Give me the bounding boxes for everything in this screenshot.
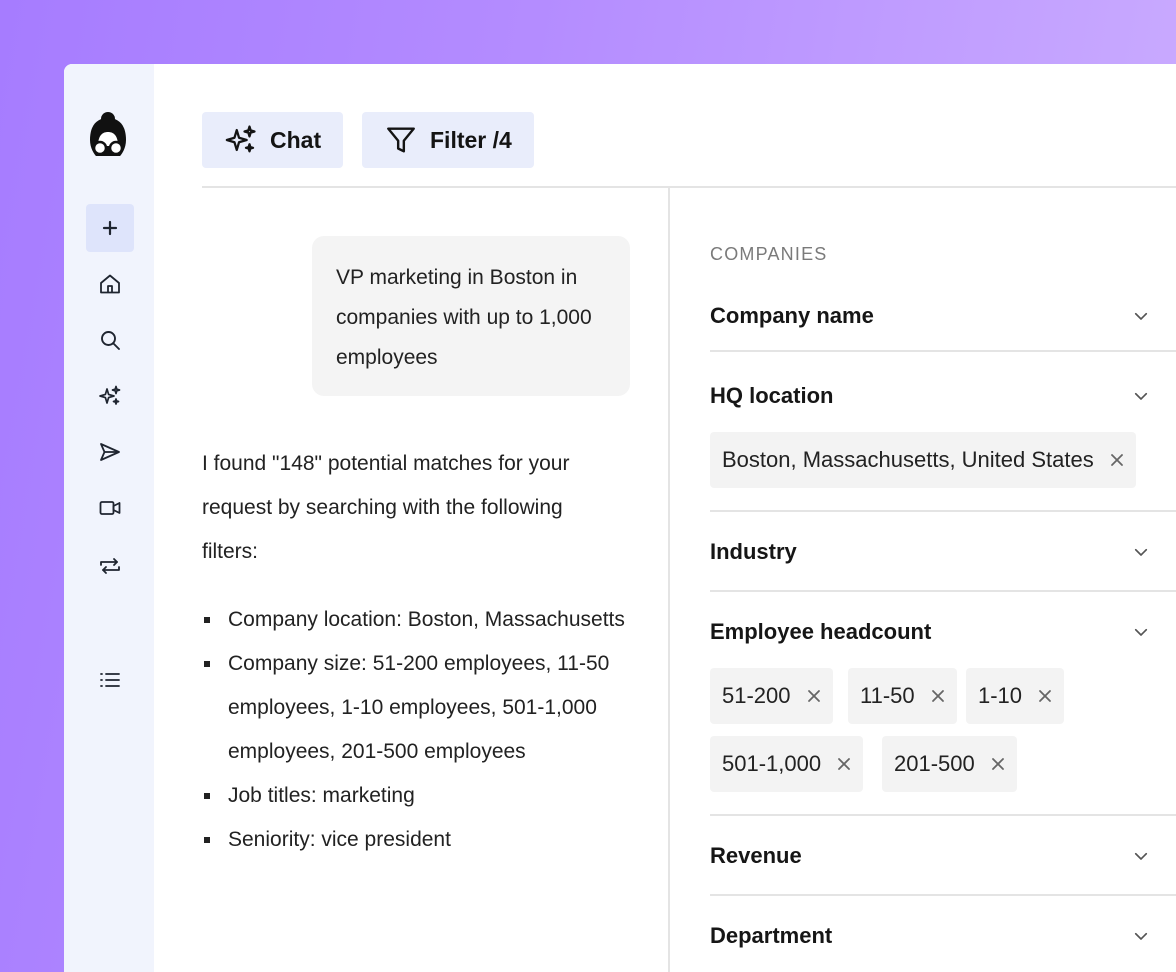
chip-label: 1-10 xyxy=(978,683,1023,708)
app-window: Chat Filter /4 VP marketing in Boston in… xyxy=(64,64,1176,972)
filter-label: Revenue xyxy=(710,843,802,868)
chip-label: 201-500 xyxy=(894,751,975,776)
headcount-chip[interactable]: 1-10 xyxy=(966,668,1065,724)
sequence-button[interactable] xyxy=(86,542,134,590)
divider xyxy=(710,510,1176,512)
chevron-down-icon xyxy=(1134,852,1148,860)
chevron-down-icon xyxy=(1134,628,1148,636)
filter-label: HQ location xyxy=(710,383,834,408)
chevron-down-icon xyxy=(1134,312,1148,320)
list-item: Company location: Boston, Massachusetts xyxy=(202,598,642,642)
chat-button-label: Chat xyxy=(270,126,322,153)
filter-employee-headcount[interactable]: Employee headcount xyxy=(710,612,1176,652)
send-icon xyxy=(100,443,120,461)
list-icon xyxy=(100,673,120,687)
chevron-down-icon xyxy=(1134,548,1148,556)
headcount-chip[interactable]: 501-1,000 xyxy=(710,736,864,792)
search-icon xyxy=(101,331,120,350)
home-button[interactable] xyxy=(86,260,134,308)
filter-icon xyxy=(387,127,415,153)
close-icon[interactable] xyxy=(837,757,851,771)
sidebar xyxy=(64,64,154,972)
video-icon xyxy=(99,501,121,515)
filter-label: Industry xyxy=(710,539,797,564)
filter-button-label: Filter /4 xyxy=(430,126,512,153)
chip-label: 11-50 xyxy=(860,683,915,708)
close-icon[interactable] xyxy=(1038,689,1052,703)
divider xyxy=(710,894,1176,896)
home-icon xyxy=(100,274,120,294)
filter-revenue[interactable]: Revenue xyxy=(710,836,1176,876)
chevron-down-icon xyxy=(1134,392,1148,400)
divider xyxy=(202,186,1176,188)
filter-button[interactable]: Filter /4 xyxy=(362,112,534,168)
video-button[interactable] xyxy=(86,484,134,532)
chip-label: 501-1,000 xyxy=(722,751,822,776)
filter-label: Department xyxy=(710,923,833,948)
repeat-icon xyxy=(100,558,120,574)
assistant-reply: I found "148" potential matches for your… xyxy=(202,452,570,563)
user-message: VP marketing in Boston in companies with… xyxy=(312,236,630,396)
search-button[interactable] xyxy=(86,316,134,364)
headcount-chip[interactable]: 201-500 xyxy=(882,736,1017,792)
divider xyxy=(710,590,1176,592)
close-icon[interactable] xyxy=(807,689,821,703)
logo-icon[interactable] xyxy=(86,110,130,160)
filter-summary-list: Company location: Boston, Massachusetts … xyxy=(202,598,642,862)
plus-icon xyxy=(102,220,118,236)
filter-label: Company name xyxy=(710,303,874,328)
headcount-chip[interactable]: 11-50 xyxy=(848,668,957,724)
close-icon[interactable] xyxy=(991,757,1005,771)
ai-button[interactable] xyxy=(86,372,134,420)
filter-label: Employee headcount xyxy=(710,619,932,644)
sparkle-icon xyxy=(225,125,256,153)
divider xyxy=(710,350,1176,352)
chat-button[interactable]: Chat xyxy=(202,112,344,168)
close-icon[interactable] xyxy=(931,689,945,703)
location-chip[interactable]: Boston, Massachusetts, United States xyxy=(710,432,1136,488)
list-item: Company size: 51-200 employees, 11-50 em… xyxy=(202,642,642,774)
close-icon[interactable] xyxy=(1110,453,1124,467)
list-button[interactable] xyxy=(86,656,134,704)
new-button[interactable] xyxy=(86,204,134,252)
chip-label: 51-200 xyxy=(722,683,791,708)
send-button[interactable] xyxy=(86,428,134,476)
filter-company-name[interactable]: Company name xyxy=(710,296,1176,336)
chevron-down-icon xyxy=(1134,932,1148,940)
filter-department[interactable]: Department xyxy=(710,916,1176,956)
chip-label: Boston, Massachusetts, United States xyxy=(722,447,1094,472)
filter-industry[interactable]: Industry xyxy=(710,532,1176,572)
sparkle-icon xyxy=(99,385,121,405)
panel-divider xyxy=(668,188,670,972)
headcount-chip[interactable]: 51-200 xyxy=(710,668,833,724)
section-title: COMPANIES xyxy=(710,244,828,264)
list-item: Seniority: vice president xyxy=(202,818,642,862)
divider xyxy=(710,814,1176,816)
filter-hq-location[interactable]: HQ location xyxy=(710,376,1176,416)
list-item: Job titles: marketing xyxy=(202,774,642,818)
